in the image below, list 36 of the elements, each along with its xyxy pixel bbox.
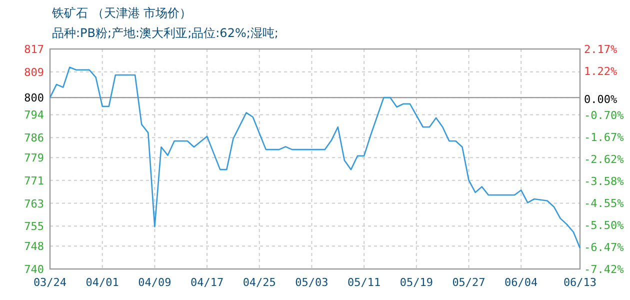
- y-tick-label: 809: [24, 66, 44, 79]
- y-tick-label: 771: [24, 174, 44, 188]
- y-tick-label: 755: [24, 220, 44, 234]
- y-tick-label: 779: [24, 152, 44, 165]
- y2-tick-label: -3.58%: [584, 174, 624, 188]
- x-tick-label: 04/01: [86, 276, 119, 289]
- y2-tick-label: -2.62%: [584, 152, 624, 166]
- y2-tick-label: -6.47%: [584, 241, 624, 254]
- x-tick-label: 04/17: [190, 276, 224, 289]
- x-tick-label: 04/25: [242, 276, 276, 289]
- y-tick-label: 794: [24, 108, 44, 122]
- y-tick-label: 763: [24, 197, 44, 210]
- x-tick-label: 05/03: [295, 276, 328, 289]
- x-tick-label: 06/13: [563, 276, 597, 289]
- y2-tick-label: 2.17%: [584, 43, 618, 56]
- x-tick-label: 05/19: [400, 276, 433, 289]
- y2-tick-label: -0.70%: [584, 108, 624, 122]
- line-series: [49, 66, 581, 249]
- y-tick-label: 748: [24, 240, 44, 254]
- y-tick-label: 786: [24, 132, 44, 145]
- y2-tick-label: -1.67%: [584, 131, 624, 144]
- x-tick-label: 05/11: [348, 276, 381, 289]
- y2-tick-label: -7.42%: [584, 263, 624, 276]
- y2-tick-label: -5.50%: [584, 218, 624, 232]
- chart-title: 铁矿石 （天津港 市场价）: [51, 6, 192, 20]
- y2-tick-label: 1.22%: [584, 64, 618, 78]
- x-tick-label: 06/04: [504, 276, 538, 289]
- y-tick-label: 740: [24, 263, 44, 276]
- x-tick-label: 05/27: [452, 276, 486, 289]
- y2-tick-label: 0.00%: [584, 92, 618, 106]
- y-tick-label: 817: [24, 43, 44, 56]
- chart-subtitle: 品种:PB粉;产地:澳大利亚;品位:62%;湿吨;: [52, 26, 278, 40]
- y2-tick-label: -4.55%: [584, 197, 624, 210]
- x-tick-label: 03/24: [33, 276, 67, 289]
- x-tick-label: 04/09: [138, 276, 172, 289]
- y-tick-label: 800: [24, 92, 44, 105]
